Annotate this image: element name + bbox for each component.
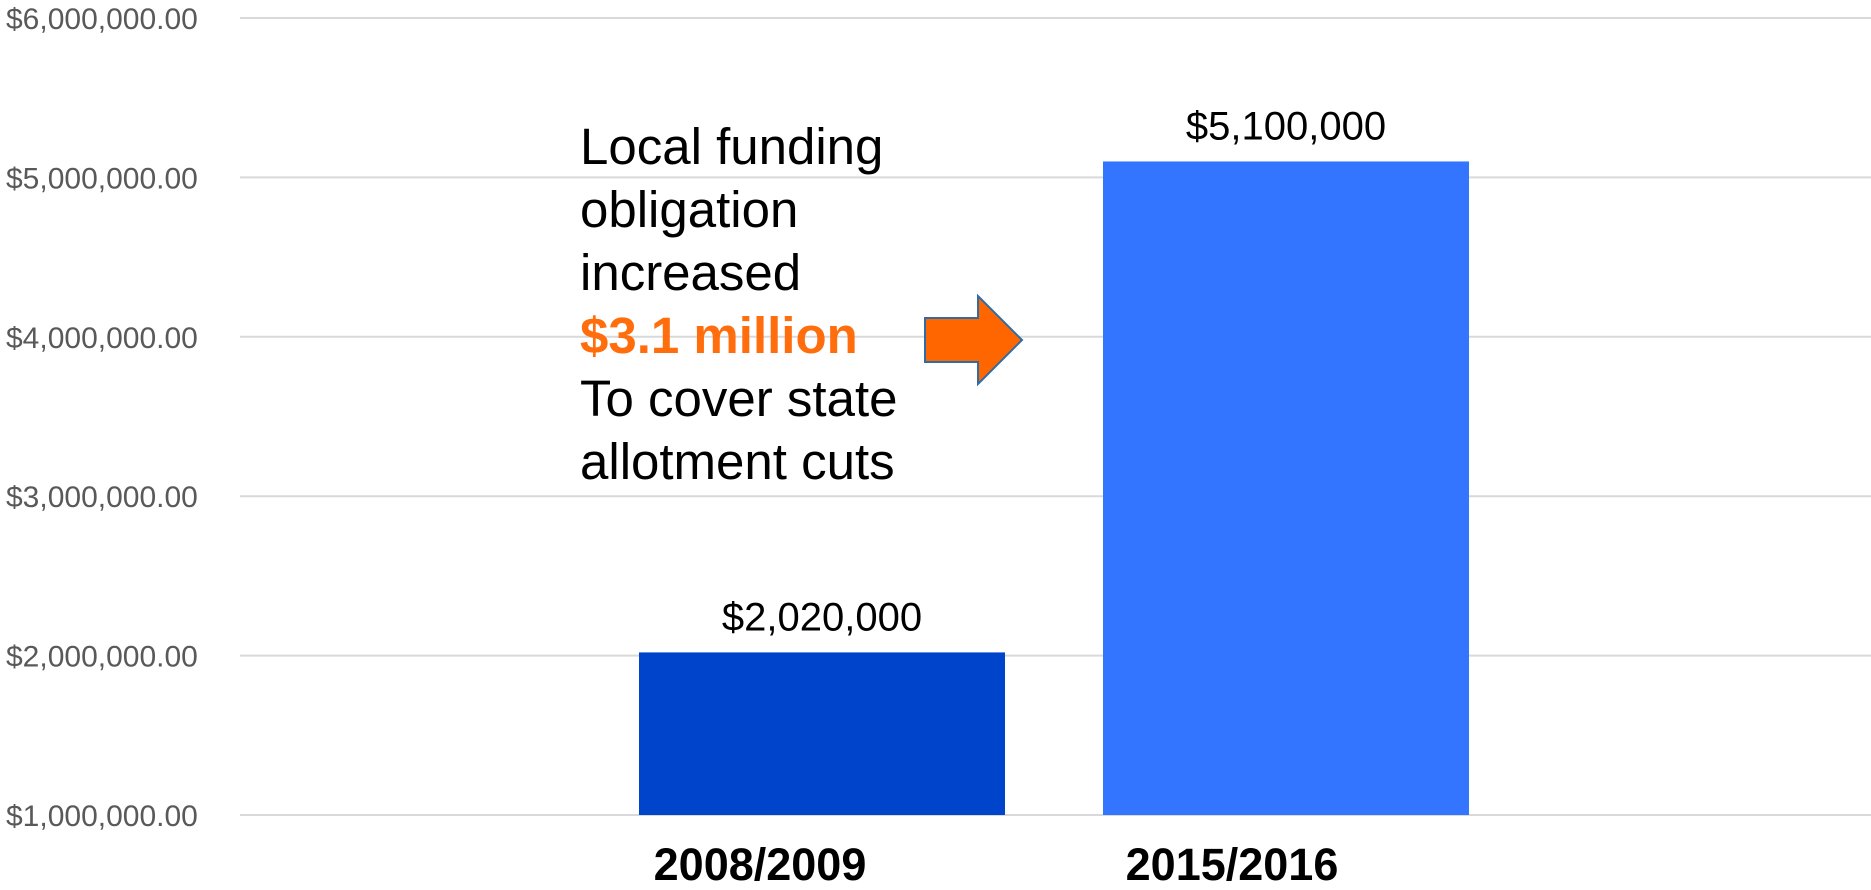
y-tick-label: $4,000,000.00 — [6, 322, 198, 355]
annotation-line-3: increased — [580, 244, 802, 301]
annotation-line-5: To cover state — [580, 370, 898, 427]
right-arrow-icon — [924, 293, 1024, 387]
bar-2015-2016 — [1103, 161, 1469, 815]
category-labels: 2008/2009 2015/2016 — [654, 839, 1339, 890]
y-tick-label: $1,000,000.00 — [6, 800, 198, 833]
data-label: $2,020,000 — [722, 595, 922, 639]
data-labels: $2,020,000 $5,100,000 — [722, 104, 1386, 639]
data-label: $5,100,000 — [1186, 104, 1386, 148]
y-tick-label: $5,000,000.00 — [6, 162, 198, 195]
y-tick-label: $2,000,000.00 — [6, 641, 198, 674]
annotation-line-1: Local funding — [580, 118, 884, 175]
annotation-line-6: allotment cuts — [580, 433, 895, 490]
gridlines — [240, 17, 1871, 816]
annotation-highlight-amount: $3.1 million — [580, 307, 858, 364]
category-label: 2015/2016 — [1126, 839, 1339, 890]
bars — [639, 161, 1469, 815]
y-axis-tick-labels: $1,000,000.00 $2,000,000.00 $3,000,000.00 $… — [6, 3, 198, 833]
y-tick-label: $3,000,000.00 — [6, 481, 198, 514]
bar-2008-2009 — [639, 652, 1005, 815]
annotation-text: Local funding obligation increased $3.1 … — [580, 115, 980, 493]
category-label: 2008/2009 — [654, 839, 867, 890]
y-tick-label: $6,000,000.00 — [6, 3, 198, 36]
annotation-line-2: obligation — [580, 181, 799, 238]
